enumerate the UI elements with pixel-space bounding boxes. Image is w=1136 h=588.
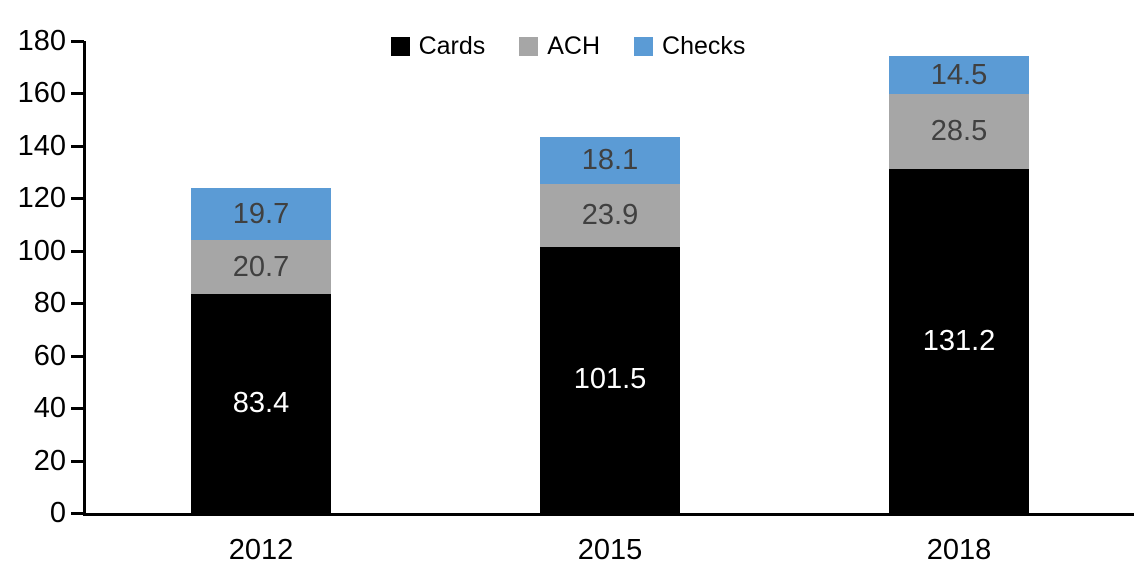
- y-tick-mark: [71, 92, 84, 96]
- y-tick-mark: [71, 459, 84, 463]
- y-tick-label: 60: [33, 339, 66, 372]
- legend-item-cards: Cards: [390, 31, 486, 60]
- y-tick-label: 180: [17, 25, 66, 57]
- legend-label: Checks: [662, 31, 746, 60]
- y-tick-mark: [71, 249, 84, 253]
- y-tick-label: 20: [33, 444, 66, 477]
- data-label-cards-2015: 101.5: [573, 363, 647, 396]
- y-tick-mark: [71, 144, 84, 148]
- bar-segment-checks-2018: 14.5: [889, 56, 1029, 95]
- y-tick-mark: [71, 197, 84, 201]
- data-label-cards-2012: 83.4: [232, 387, 290, 420]
- chart-legend: Cards ACH Checks: [0, 30, 1136, 62]
- y-tick-label: 40: [33, 392, 66, 425]
- bar-segment-ach-2012: 20.7: [191, 240, 331, 295]
- bar-2012: 19.7 20.7 83.4: [191, 188, 331, 513]
- y-tick-label: 160: [17, 77, 66, 110]
- x-tick-label-2015: 2015: [577, 534, 643, 566]
- y-tick-label: 80: [33, 287, 66, 320]
- bar-segment-checks-2012: 19.7: [191, 188, 331, 241]
- data-label-checks-2015: 18.1: [581, 143, 639, 176]
- y-tick-label: 140: [17, 129, 66, 162]
- bar-segment-ach-2018: 28.5: [889, 94, 1029, 169]
- y-tick-mark: [71, 354, 84, 358]
- y-tick-label: 100: [17, 234, 66, 267]
- legend-label: Cards: [418, 31, 486, 60]
- x-tick-label-2018: 2018: [926, 534, 992, 566]
- bar-segment-cards-2012: 83.4: [191, 294, 331, 513]
- legend-marker-ach-icon: [519, 36, 539, 56]
- legend-item-ach: ACH: [519, 31, 601, 60]
- x-tick-label-2012: 2012: [228, 534, 294, 566]
- bar-segment-cards-2018: 131.2: [889, 169, 1029, 513]
- data-label-ach-2018: 28.5: [930, 115, 988, 148]
- y-tick-mark: [71, 407, 84, 411]
- data-label-ach-2015: 23.9: [581, 198, 639, 231]
- legend-marker-checks-icon: [634, 36, 654, 56]
- bar-segment-checks-2015: 18.1: [540, 136, 680, 185]
- plot-area: 19.7 20.7 83.4 18.1 23.9 101.5 14.5 28.5 131.2: [83, 41, 1134, 516]
- y-tick-mark: [71, 512, 84, 515]
- y-tick-label: 120: [17, 182, 66, 215]
- data-label-ach-2012: 20.7: [232, 250, 290, 283]
- data-label-checks-2018: 14.5: [930, 58, 988, 91]
- bar-2015: 18.1 23.9 101.5: [540, 136, 680, 513]
- bar-segment-cards-2015: 101.5: [540, 246, 680, 513]
- y-tick-mark: [71, 302, 84, 306]
- y-tick-label: 0: [49, 497, 66, 529]
- y-tick-mark: [71, 40, 84, 43]
- bar-2018: 14.5 28.5 131.2: [889, 56, 1029, 513]
- legend-item-checks: Checks: [634, 31, 746, 60]
- legend-label: ACH: [547, 31, 601, 60]
- data-label-checks-2012: 19.7: [232, 197, 290, 230]
- bar-segment-ach-2015: 23.9: [540, 184, 680, 247]
- data-label-cards-2018: 131.2: [922, 324, 996, 357]
- legend-marker-cards-icon: [390, 36, 410, 56]
